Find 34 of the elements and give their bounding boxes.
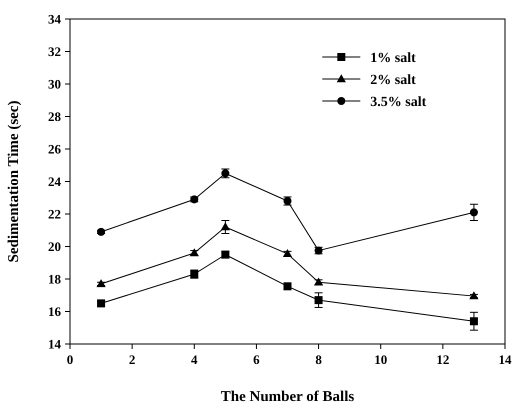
point: [96, 279, 106, 288]
y-tick-label: 26: [48, 142, 62, 157]
point: [284, 282, 292, 290]
y-tick-label: 16: [48, 304, 62, 320]
x-tick-label: 2: [128, 352, 136, 367]
legend-label: 1% salt: [370, 50, 416, 66]
y-tick-label: 34: [48, 12, 62, 27]
y-tick-label: 32: [48, 44, 61, 60]
y-tick-label: 30: [48, 76, 61, 92]
point: [314, 296, 323, 304]
point: [190, 248, 199, 256]
point: [469, 291, 479, 300]
x-axis-title: The Number of Balls: [220, 389, 354, 405]
x-tick-label: 0: [66, 352, 74, 367]
x-tick-label: 12: [436, 352, 450, 367]
x-tick-label: 8: [315, 352, 322, 367]
point: [470, 208, 478, 216]
x-tick-label: 10: [374, 352, 388, 367]
y-tick-label: 20: [48, 239, 61, 254]
y-tick-label: 14: [48, 336, 62, 352]
y-tick-label: 24: [48, 174, 62, 190]
point: [220, 222, 230, 230]
legend-label: 2% salt: [370, 72, 416, 88]
x-tick-label: 6: [253, 352, 260, 367]
y-tick-label: 28: [48, 109, 62, 124]
y-tick-label: 18: [48, 272, 62, 287]
legend-label: 3.5% salt: [370, 94, 427, 110]
y-axis-title: Sedimentation Time (sec): [6, 100, 22, 262]
y-tick-label: 22: [48, 206, 61, 222]
x-tick-label: 4: [191, 352, 198, 367]
x-tick-label: 14: [498, 352, 512, 367]
point: [470, 317, 478, 326]
point: [97, 228, 106, 236]
point: [314, 277, 324, 286]
